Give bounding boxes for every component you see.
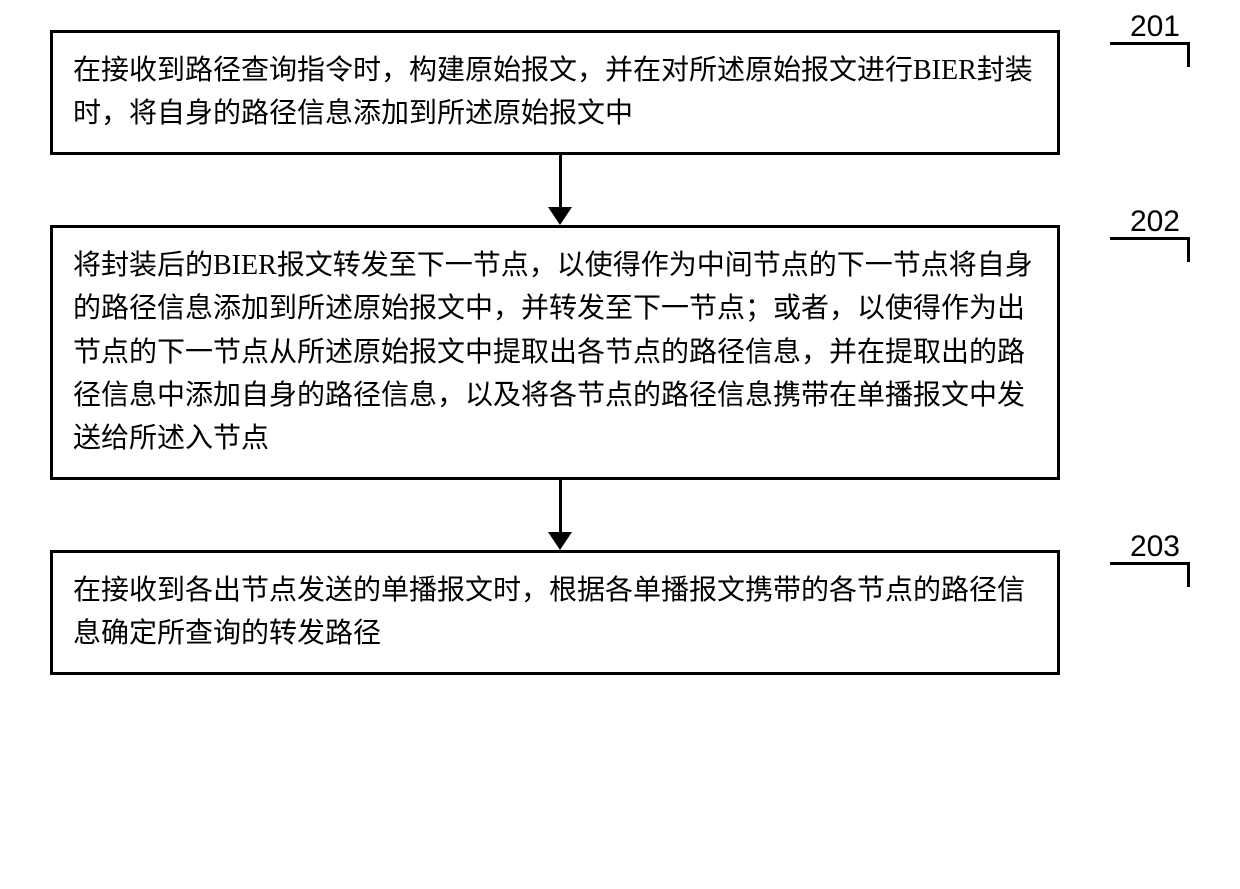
flowchart-container: 在接收到路径查询指令时，构建原始报文，并在对所述原始报文进行BIER封装时，将自… (50, 30, 1190, 675)
step-tick-icon (1110, 562, 1190, 587)
step-text: 将封装后的BIER报文转发至下一节点，以使得作为中间节点的下一节点将自身的路径信… (73, 250, 1033, 455)
step-tick-icon (1110, 237, 1190, 262)
arrow-head-icon (548, 207, 572, 225)
flowchart-arrow (548, 155, 572, 225)
step-number: 202 (1130, 205, 1190, 239)
step-tick-icon (1110, 42, 1190, 67)
step-text: 在接收到各出节点发送的单播报文时，根据各单播报文携带的各节点的路径信息确定所查询… (73, 575, 1025, 649)
step-box: 在接收到各出节点发送的单播报文时，根据各单播报文携带的各节点的路径信息确定所查询… (50, 550, 1060, 675)
step-label: 203 (1070, 530, 1190, 587)
arrow-line-icon (559, 480, 562, 532)
flowchart-arrow (548, 480, 572, 550)
flowchart-step: 在接收到各出节点发送的单播报文时，根据各单播报文携带的各节点的路径信息确定所查询… (50, 550, 1190, 675)
step-label: 202 (1070, 205, 1190, 262)
step-box: 将封装后的BIER报文转发至下一节点，以使得作为中间节点的下一节点将自身的路径信… (50, 225, 1060, 480)
step-text: 在接收到路径查询指令时，构建原始报文，并在对所述原始报文进行BIER封装时，将自… (73, 55, 1033, 129)
flowchart-step: 在接收到路径查询指令时，构建原始报文，并在对所述原始报文进行BIER封装时，将自… (50, 30, 1190, 155)
step-number: 203 (1130, 530, 1190, 564)
arrow-line-icon (559, 155, 562, 207)
flowchart-step: 将封装后的BIER报文转发至下一节点，以使得作为中间节点的下一节点将自身的路径信… (50, 225, 1190, 480)
arrow-head-icon (548, 532, 572, 550)
step-label: 201 (1070, 10, 1190, 67)
step-box: 在接收到路径查询指令时，构建原始报文，并在对所述原始报文进行BIER封装时，将自… (50, 30, 1060, 155)
step-number: 201 (1130, 10, 1190, 44)
